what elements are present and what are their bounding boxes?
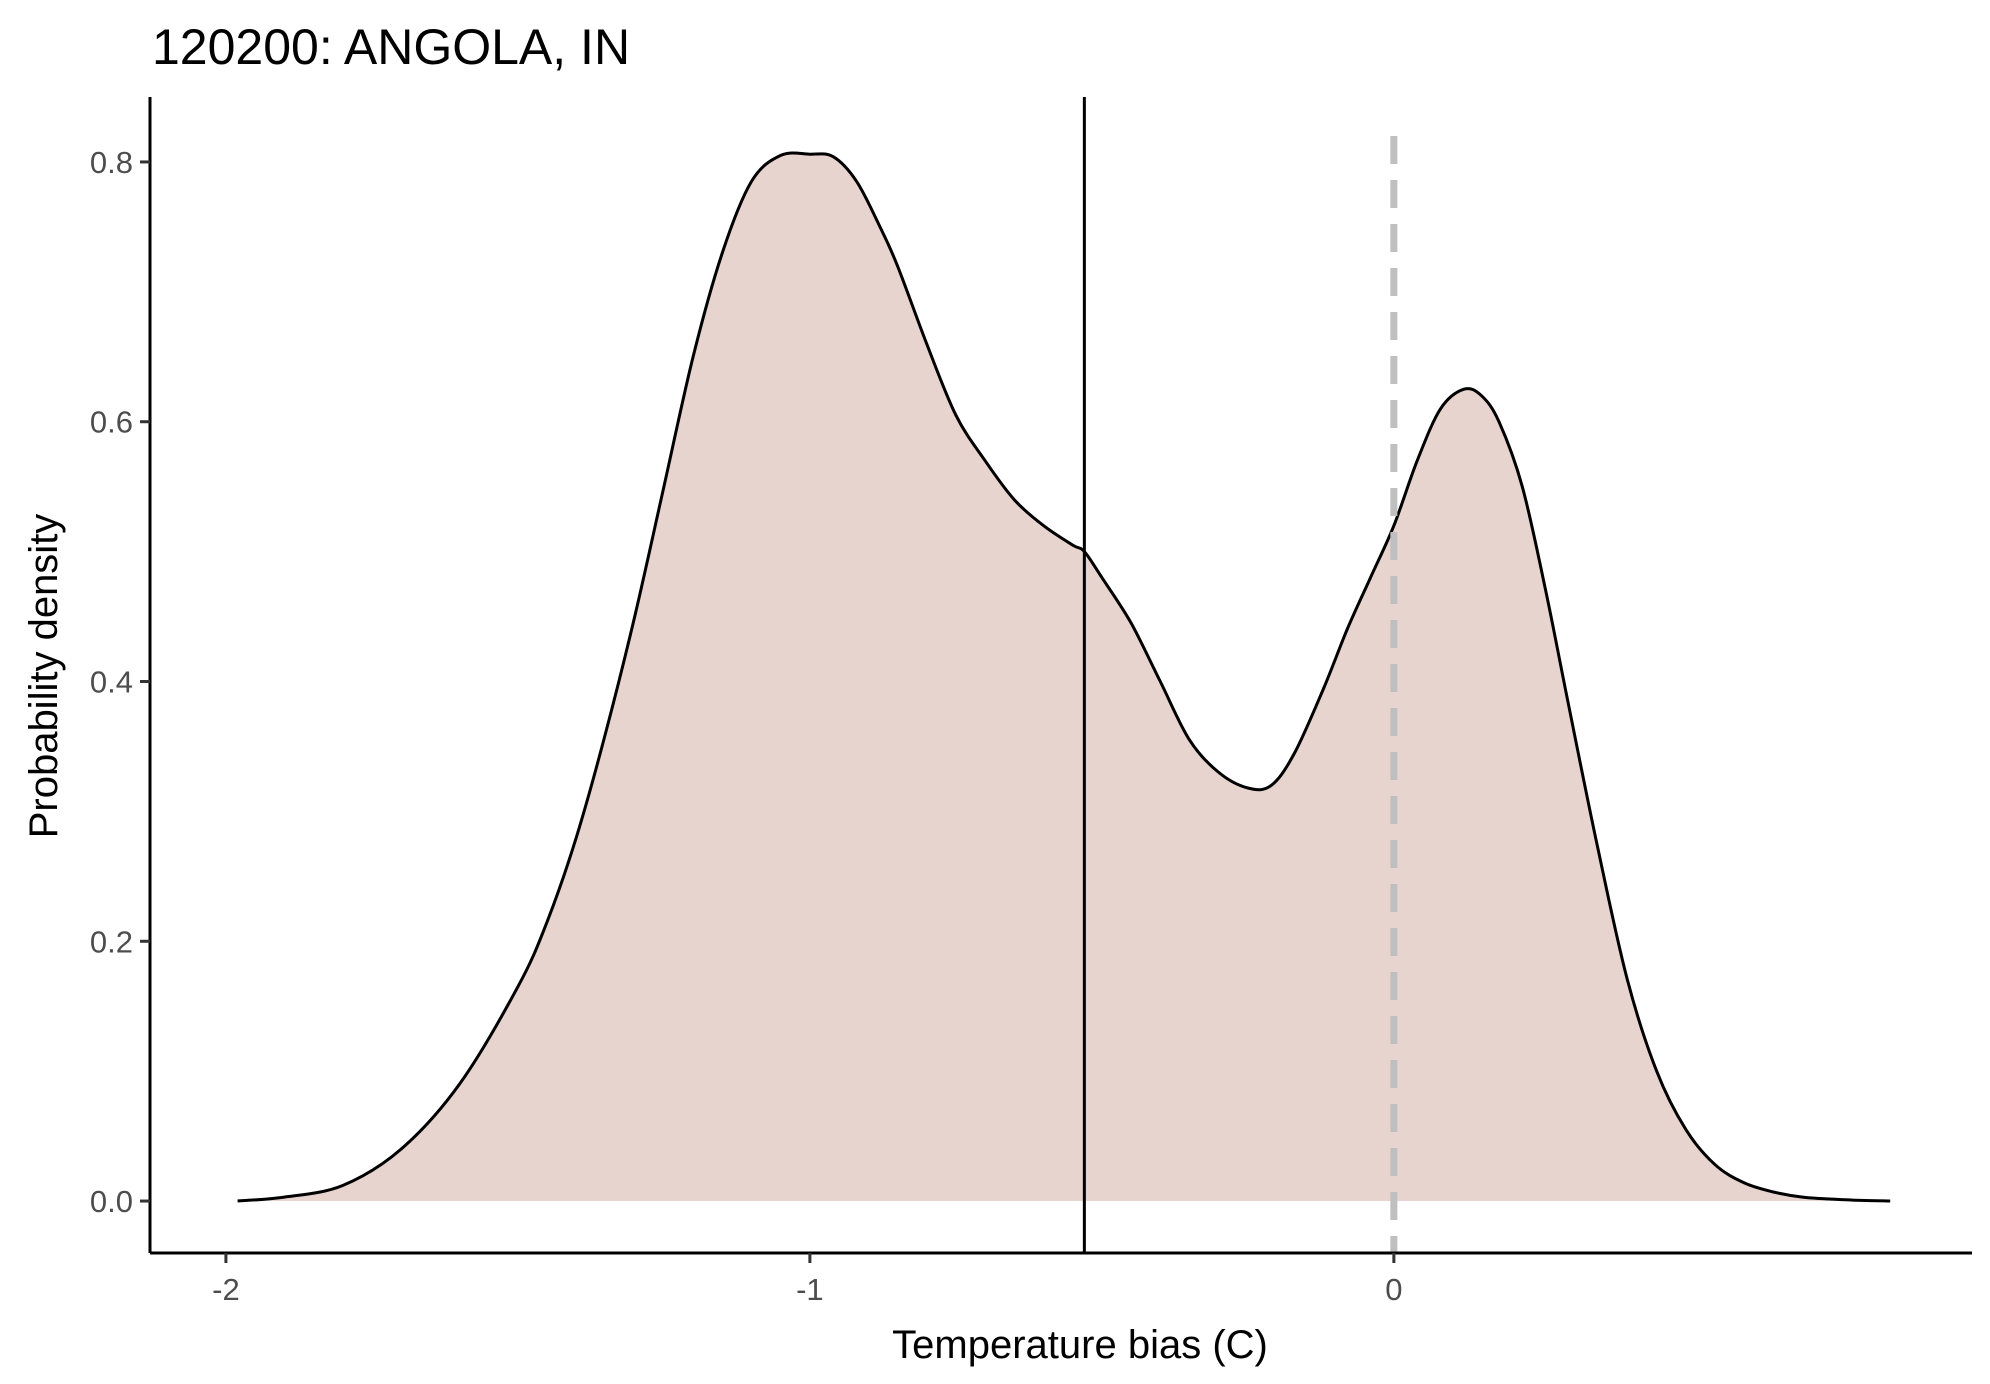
y-tick-label: 0.6 [90,405,133,440]
x-tick-label: -1 [796,1272,824,1307]
y-axis-ticks: 0.0 0.2 0.4 0.6 0.8 [90,145,150,1219]
x-tick-label: -2 [212,1272,240,1307]
plot-area [237,97,1891,1253]
y-tick-label: 0.8 [90,145,133,180]
y-axis-title: Probability density [22,514,66,839]
y-tick-label: 0.4 [90,664,133,699]
x-axis-title: Temperature bias (C) [892,1323,1268,1367]
reference-lines [1082,97,1398,1253]
x-axis-ticks: -2 -1 0 [212,1253,1402,1307]
axes: -2 -1 0 0.0 0.2 0.4 0.6 0.8 [90,97,1972,1307]
y-tick-label: 0.2 [90,924,133,959]
y-tick-label: 0.0 [90,1184,133,1219]
chart-title: 120200: ANGOLA, IN [152,19,630,75]
density-curve [237,151,1891,1203]
x-tick-label: 0 [1385,1272,1402,1307]
density-fill-area [237,152,1891,1201]
